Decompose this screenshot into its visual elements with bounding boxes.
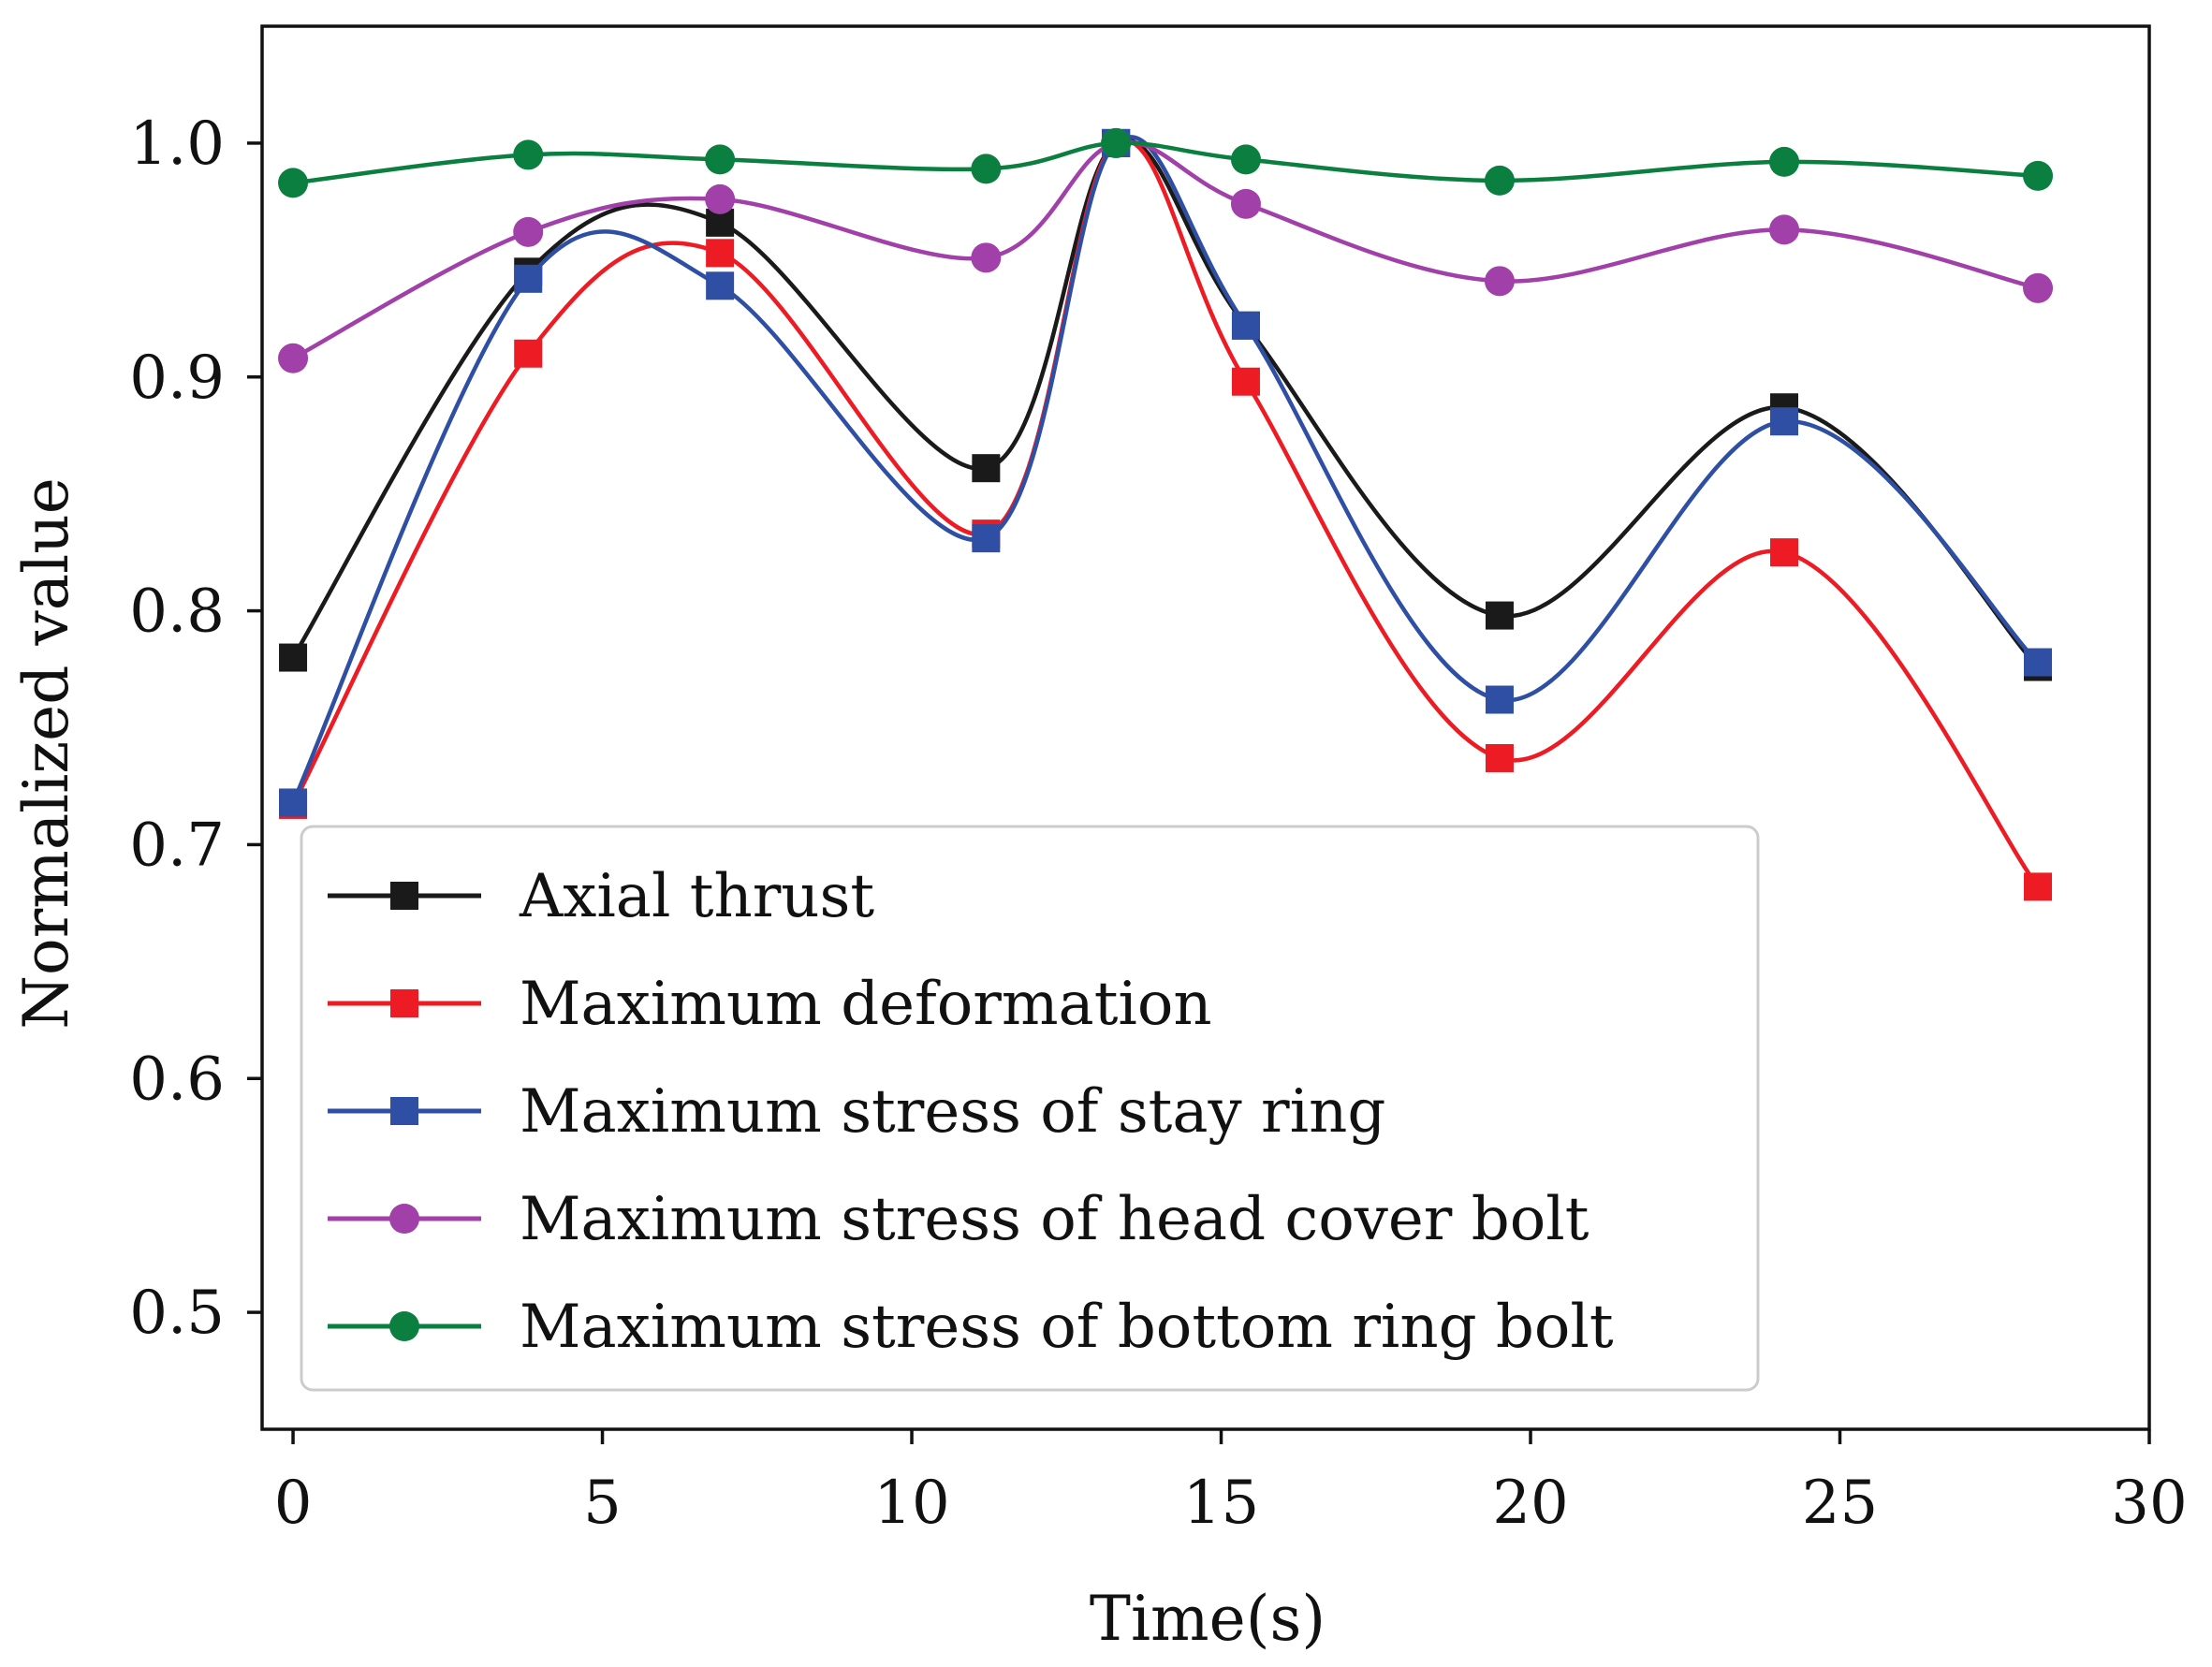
- data-point-maximum-stress-of-head-cover-bolt-5: [1230, 188, 1261, 219]
- y-tick-label: 0.8: [129, 578, 225, 647]
- legend-item-maximum-deformation: Maximum deformation: [328, 970, 1212, 1039]
- data-point-maximum-stress-of-bottom-ring-bolt-4: [1101, 127, 1132, 158]
- data-point-axial-thrust-6: [1485, 601, 1514, 630]
- y-tick-label: 1.0: [129, 110, 225, 179]
- data-point-maximum-deformation-7: [1770, 538, 1799, 567]
- x-tick-label: 20: [1492, 1469, 1568, 1538]
- data-point-maximum-stress-of-stay-ring-7: [1770, 407, 1799, 436]
- data-point-maximum-stress-of-bottom-ring-bolt-0: [278, 168, 309, 198]
- data-point-maximum-stress-of-head-cover-bolt-1: [513, 216, 544, 247]
- legend-item-maximum-stress-of-stay-ring: Maximum stress of stay ring: [328, 1077, 1385, 1147]
- data-point-maximum-stress-of-head-cover-bolt-7: [1769, 214, 1800, 245]
- x-tick-label: 0: [274, 1469, 313, 1538]
- axes-group: 0 5 10 15 20 25 30 0.5 0.6 0.7 0.8 0.9 1.0: [129, 24, 2188, 1538]
- y-tick-label: 0.7: [129, 811, 225, 880]
- data-point-maximum-stress-of-stay-ring-1: [514, 264, 543, 293]
- legend-swatch-marker: [389, 1311, 419, 1341]
- legend-label-axial-thrust: Axial thrust: [519, 862, 874, 931]
- data-point-maximum-stress-of-bottom-ring-bolt-7: [1769, 146, 1800, 177]
- axes-frame: [260, 24, 2151, 1431]
- data-point-maximum-stress-of-stay-ring-0: [279, 788, 308, 817]
- data-point-maximum-stress-of-bottom-ring-bolt-6: [1484, 165, 1515, 196]
- legend-box: [300, 825, 1760, 1392]
- data-point-maximum-stress-of-bottom-ring-bolt-1: [513, 139, 544, 170]
- y-tick-label: 0.6: [129, 1045, 225, 1114]
- data-point-axial-thrust-3: [972, 454, 1001, 483]
- data-point-axial-thrust-0: [279, 643, 308, 672]
- data-point-maximum-stress-of-bottom-ring-bolt-3: [971, 154, 1002, 184]
- data-point-maximum-stress-of-head-cover-bolt-0: [278, 343, 309, 373]
- data-point-maximum-stress-of-head-cover-bolt-3: [971, 242, 1002, 273]
- data-point-maximum-stress-of-head-cover-bolt-2: [705, 183, 736, 214]
- y-tick-label: 0.5: [129, 1279, 225, 1348]
- x-tick-label: 10: [873, 1469, 949, 1538]
- data-point-maximum-stress-of-head-cover-bolt-8: [2023, 272, 2054, 303]
- data-point-maximum-stress-of-bottom-ring-bolt-5: [1230, 144, 1261, 175]
- legend-swatch-marker: [390, 1097, 418, 1125]
- data-point-maximum-stress-of-stay-ring-8: [2024, 648, 2053, 677]
- data-point-maximum-stress-of-stay-ring-2: [706, 271, 735, 300]
- x-tick-label: 5: [583, 1469, 622, 1538]
- legend-swatch-marker: [389, 1204, 419, 1234]
- data-point-maximum-stress-of-stay-ring-3: [972, 524, 1001, 553]
- data-point-maximum-stress-of-stay-ring-5: [1231, 311, 1260, 340]
- y-tick-label: 0.9: [129, 344, 225, 413]
- legend-item-maximum-stress-of-bottom-ring-bolt: Maximum stress of bottom ring bolt: [328, 1293, 1614, 1362]
- legend-label-maximum-stress-of-stay-ring: Maximum stress of stay ring: [520, 1077, 1385, 1147]
- legend: Axial thrust Maximum deformation Maximum s…: [300, 825, 1760, 1392]
- data-point-maximum-deformation-6: [1485, 743, 1514, 772]
- legend-item-maximum-stress-of-head-cover-bolt: Maximum stress of head cover bolt: [328, 1185, 1589, 1254]
- legend-label-maximum-deformation: Maximum deformation: [520, 970, 1212, 1039]
- legend-swatch-marker: [390, 989, 418, 1017]
- data-point-maximum-stress-of-bottom-ring-bolt-8: [2023, 160, 2054, 191]
- data-point-maximum-stress-of-bottom-ring-bolt-2: [705, 144, 736, 175]
- y-axis-label: Normalized value: [10, 477, 82, 1030]
- data-point-maximum-deformation-8: [2024, 872, 2053, 901]
- x-tick-label: 15: [1183, 1469, 1259, 1538]
- x-axis-label: Time(s): [1090, 1583, 1326, 1655]
- x-tick-label: 30: [2111, 1469, 2187, 1538]
- legend-label-maximum-stress-of-head-cover-bolt: Maximum stress of head cover bolt: [520, 1185, 1589, 1254]
- data-point-maximum-stress-of-head-cover-bolt-6: [1484, 266, 1515, 297]
- data-point-maximum-stress-of-stay-ring-6: [1485, 685, 1514, 714]
- legend-label-maximum-stress-of-bottom-ring-bolt: Maximum stress of bottom ring bolt: [520, 1293, 1614, 1362]
- series-maximum-stress-of-bottom-ring-bolt: [278, 127, 2054, 198]
- series-group: [278, 127, 2054, 901]
- data-point-maximum-deformation-5: [1231, 367, 1260, 396]
- legend-swatch-marker: [390, 882, 418, 910]
- legend-item-axial-thrust: Axial thrust: [328, 862, 874, 931]
- x-tick-label: 25: [1802, 1469, 1878, 1538]
- data-point-maximum-deformation-1: [514, 339, 543, 368]
- data-point-maximum-deformation-2: [706, 239, 735, 268]
